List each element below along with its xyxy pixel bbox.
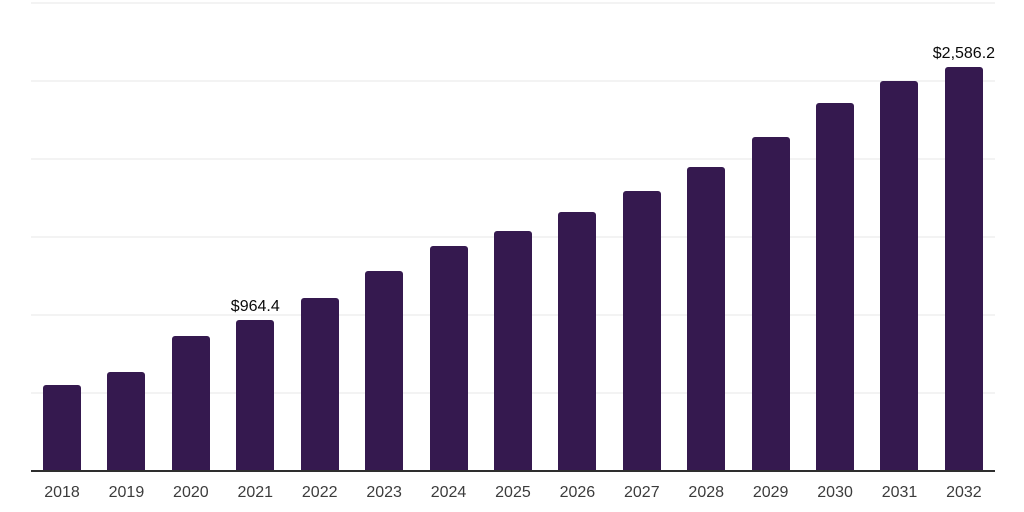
x-tick-2019: 2019 [108,484,145,501]
x-tick-2026: 2026 [559,484,596,501]
bar-2028 [687,167,726,470]
x-tick-2031: 2031 [881,484,918,501]
gridline-3000 [31,2,995,4]
bar-2018 [43,384,81,470]
bar-2025 [493,231,532,470]
bar-2024 [429,245,468,470]
x-tick-2021: 2021 [237,484,274,501]
bar-2030 [816,103,855,470]
bar-2022 [300,297,339,470]
bar-2023 [365,270,404,470]
x-tick-2029: 2029 [752,484,789,501]
bar-2019 [107,371,146,470]
x-tick-2030: 2030 [817,484,853,501]
x-tick-2023: 2023 [366,484,402,501]
plot-area: $964.4 $2,586.2 [31,2,995,472]
bars-container: $964.4 $2,586.2 [31,2,995,470]
bar-2031 [880,80,919,470]
bar-2020 [171,336,210,470]
x-tick-2022: 2022 [301,484,338,501]
x-tick-2024: 2024 [430,484,467,501]
x-tick-2028: 2028 [688,484,725,501]
bar-2021: $964.4 [231,298,280,470]
x-tick-2018: 2018 [44,484,80,501]
x-axis-labels: 2018 2019 2020 2021 2022 2023 2024 2025 2026 2027… [31,484,995,502]
gridline-2500 [31,80,995,82]
x-tick-2025: 2025 [495,484,531,501]
data-label-2021: $964.4 [230,297,280,315]
x-tick-2032: 2032 [946,484,982,501]
bar-2032: $2,586.2 [933,45,995,470]
x-tick-2027: 2027 [624,484,660,501]
bar-2026 [558,212,597,470]
x-tick-2020: 2020 [173,484,209,501]
data-label-2032: $2,586.2 [932,44,996,62]
bar-2029 [751,136,790,470]
bar-2027 [622,190,661,470]
gridline-2000 [31,158,995,160]
